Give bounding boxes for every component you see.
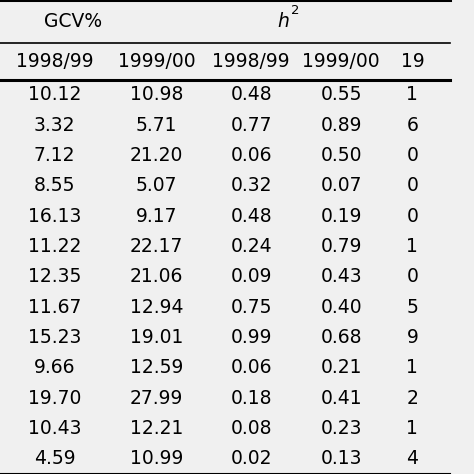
Text: 9: 9 (406, 328, 419, 347)
Text: 0.68: 0.68 (320, 328, 362, 347)
Text: 0.19: 0.19 (320, 207, 362, 226)
Text: 21.20: 21.20 (130, 146, 183, 165)
Text: 4: 4 (406, 449, 419, 468)
Text: 0.75: 0.75 (230, 298, 272, 317)
Text: 0.48: 0.48 (230, 85, 272, 104)
Text: 0.23: 0.23 (320, 419, 362, 438)
Text: 22.17: 22.17 (130, 237, 183, 256)
Text: 9.17: 9.17 (136, 207, 177, 226)
Text: 5: 5 (406, 298, 419, 317)
Text: 1998/99: 1998/99 (212, 52, 290, 71)
Text: 1999/00: 1999/00 (302, 52, 380, 71)
Text: 0.07: 0.07 (320, 176, 362, 195)
Text: 0: 0 (406, 207, 419, 226)
Text: 19: 19 (401, 52, 424, 71)
Text: 0: 0 (406, 267, 419, 286)
Text: 2: 2 (406, 389, 419, 408)
Text: 0.48: 0.48 (230, 207, 272, 226)
Text: GCV%: GCV% (45, 12, 102, 31)
Text: 10.98: 10.98 (130, 85, 183, 104)
Text: 19.01: 19.01 (130, 328, 183, 347)
Text: 19.70: 19.70 (28, 389, 81, 408)
Text: 1: 1 (406, 237, 419, 256)
Text: 2: 2 (291, 4, 300, 18)
Text: 11.67: 11.67 (28, 298, 81, 317)
Text: 12.59: 12.59 (130, 358, 183, 377)
Text: 4.59: 4.59 (34, 449, 75, 468)
Text: 0.41: 0.41 (320, 389, 362, 408)
Text: 5.71: 5.71 (136, 116, 177, 135)
Text: 0.24: 0.24 (230, 237, 272, 256)
Text: 0.21: 0.21 (320, 358, 362, 377)
Text: 21.06: 21.06 (130, 267, 183, 286)
Text: 7.12: 7.12 (34, 146, 75, 165)
Text: 0.06: 0.06 (230, 146, 272, 165)
Text: 0.99: 0.99 (230, 328, 272, 347)
Text: 16.13: 16.13 (28, 207, 81, 226)
Text: 12.35: 12.35 (28, 267, 81, 286)
Text: 0.79: 0.79 (320, 237, 362, 256)
Text: 27.99: 27.99 (130, 389, 183, 408)
Text: 5.07: 5.07 (136, 176, 177, 195)
Text: 0: 0 (406, 176, 419, 195)
Text: 12.94: 12.94 (130, 298, 183, 317)
Text: 0: 0 (406, 146, 419, 165)
Text: 10.43: 10.43 (28, 419, 81, 438)
Text: 0.09: 0.09 (230, 267, 272, 286)
Text: 1998/99: 1998/99 (16, 52, 93, 71)
Text: 12.21: 12.21 (130, 419, 183, 438)
Text: 11.22: 11.22 (28, 237, 81, 256)
Text: 0.06: 0.06 (230, 358, 272, 377)
Text: 0.18: 0.18 (230, 389, 272, 408)
Text: 0.02: 0.02 (230, 449, 272, 468)
Text: 0.55: 0.55 (320, 85, 362, 104)
Text: 1: 1 (406, 358, 419, 377)
Text: 0.08: 0.08 (230, 419, 272, 438)
Text: 0.13: 0.13 (320, 449, 362, 468)
Text: 0.50: 0.50 (320, 146, 362, 165)
Text: 1: 1 (406, 419, 419, 438)
Text: 1999/00: 1999/00 (118, 52, 195, 71)
Text: 1: 1 (406, 85, 419, 104)
Text: 0.77: 0.77 (230, 116, 272, 135)
Text: 6: 6 (406, 116, 419, 135)
Text: 0.89: 0.89 (320, 116, 362, 135)
Text: 15.23: 15.23 (28, 328, 81, 347)
Text: 8.55: 8.55 (34, 176, 75, 195)
Text: 0.43: 0.43 (320, 267, 362, 286)
Text: 3.32: 3.32 (34, 116, 75, 135)
Text: 0.32: 0.32 (230, 176, 272, 195)
Text: 9.66: 9.66 (34, 358, 75, 377)
Text: 10.12: 10.12 (28, 85, 81, 104)
Text: h: h (277, 12, 290, 31)
Text: 10.99: 10.99 (130, 449, 183, 468)
Text: 0.40: 0.40 (320, 298, 362, 317)
